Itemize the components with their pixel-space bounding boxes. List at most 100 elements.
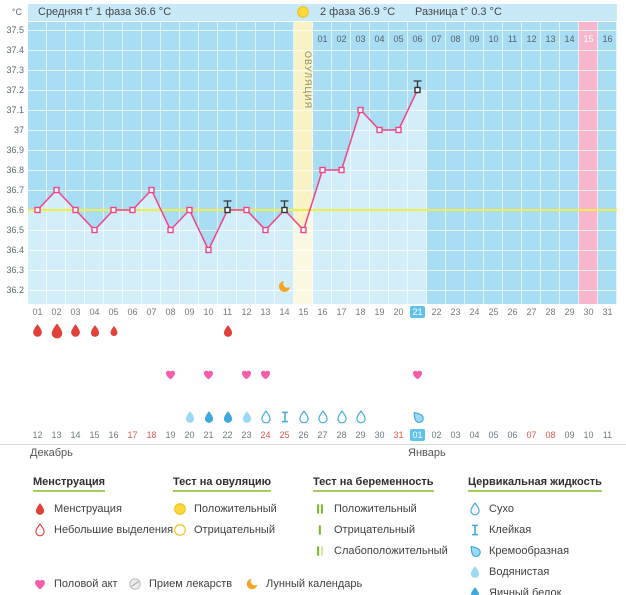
cycle-day-label[interactable]: 16	[317, 307, 328, 317]
cycle-day-label[interactable]: 03	[70, 307, 81, 317]
post-ovulation-day-label: 12	[526, 34, 537, 44]
calendar-date[interactable]: 18	[146, 430, 157, 440]
chart-day-column[interactable]	[484, 22, 503, 304]
cycle-day-label[interactable]: 12	[241, 307, 252, 317]
y-tick-label: 36.5	[6, 225, 24, 235]
chart-day-column[interactable]	[47, 22, 66, 304]
chart-day-column[interactable]	[503, 22, 522, 304]
chart-day-column[interactable]	[446, 22, 465, 304]
cycle-day-label[interactable]: 04	[89, 307, 100, 317]
chart-day-column[interactable]	[579, 22, 598, 304]
chart-day-column[interactable]	[237, 22, 256, 304]
calendar-date[interactable]: 31	[393, 430, 404, 440]
cycle-day-label[interactable]: 02	[51, 307, 62, 317]
cycle-day-label[interactable]: 11	[222, 307, 233, 317]
ovulation-test-positive-icon	[174, 502, 186, 515]
chart-day-column[interactable]	[275, 22, 294, 304]
cycle-day-label[interactable]: 19	[374, 307, 385, 317]
chart-day-column[interactable]	[465, 22, 484, 304]
calendar-date[interactable]: 06	[507, 430, 518, 440]
chart-day-column[interactable]	[161, 22, 180, 304]
moon-icon	[278, 280, 291, 292]
chart-day-column[interactable]	[218, 22, 237, 304]
legend-item: Отрицательный	[313, 519, 448, 540]
chart-day-column[interactable]	[66, 22, 85, 304]
calendar-date[interactable]: 30	[374, 430, 385, 440]
cycle-day-label[interactable]: 09	[184, 307, 195, 317]
calendar-date[interactable]: 23	[241, 430, 252, 440]
calendar-date[interactable]: 04	[469, 430, 480, 440]
chart-day-column[interactable]	[180, 22, 199, 304]
calendar-date[interactable]: 22	[222, 430, 233, 440]
cycle-day-label[interactable]: 15	[298, 307, 309, 317]
cycle-day-label[interactable]: 28	[545, 307, 556, 317]
calendar-date[interactable]: 08	[545, 430, 556, 440]
calendar-date[interactable]: 02	[431, 430, 442, 440]
calendar-date[interactable]: 01	[408, 429, 427, 442]
chart-day-column[interactable]	[598, 22, 617, 304]
calendar-date[interactable]: 14	[70, 430, 81, 440]
calendar-date[interactable]: 07	[526, 430, 537, 440]
chart-day-column[interactable]	[256, 22, 275, 304]
cycle-day-label[interactable]: 10	[203, 307, 214, 317]
calendar-date[interactable]: 03	[450, 430, 461, 440]
calendar-date[interactable]: 24	[260, 430, 271, 440]
cycle-day-label[interactable]: 24	[469, 307, 480, 317]
calendar-date[interactable]: 11	[602, 430, 613, 440]
cycle-day-label[interactable]: 18	[355, 307, 366, 317]
cycle-day-label[interactable]: 06	[127, 307, 138, 317]
chart-day-column[interactable]	[142, 22, 161, 304]
legend-item-label: Прием лекарств	[149, 578, 233, 590]
chart-day-column[interactable]	[560, 22, 579, 304]
cycle-day-label[interactable]: 17	[336, 307, 347, 317]
chart-day-column[interactable]	[199, 22, 218, 304]
cycle-day-label[interactable]: 29	[564, 307, 575, 317]
calendar-date[interactable]: 16	[108, 430, 119, 440]
cycle-day-label[interactable]: 21	[408, 306, 427, 319]
chart-day-column[interactable]	[313, 22, 332, 304]
cycle-day-label[interactable]: 07	[146, 307, 157, 317]
gridline	[28, 90, 617, 91]
chart-day-column[interactable]	[28, 22, 47, 304]
cycle-day-label[interactable]: 30	[583, 307, 594, 317]
calendar-date[interactable]: 20	[184, 430, 195, 440]
chart-day-column[interactable]	[541, 22, 560, 304]
cycle-day-label[interactable]: 05	[108, 307, 119, 317]
calendar-date[interactable]: 13	[51, 430, 62, 440]
y-tick-label: 37.3	[6, 65, 24, 75]
chart-day-column[interactable]	[104, 22, 123, 304]
cycle-day-label[interactable]: 01	[32, 307, 43, 317]
cycle-day-label[interactable]: 31	[602, 307, 613, 317]
cycle-day-label[interactable]: 20	[393, 307, 404, 317]
calendar-date[interactable]: 27	[317, 430, 328, 440]
chart-day-column[interactable]	[522, 22, 541, 304]
calendar-date[interactable]: 12	[32, 430, 43, 440]
calendar-date[interactable]: 09	[564, 430, 575, 440]
cycle-day-label[interactable]: 27	[526, 307, 537, 317]
calendar-date[interactable]: 26	[298, 430, 309, 440]
calendar-date[interactable]: 15	[89, 430, 100, 440]
cycle-day-label[interactable]: 25	[488, 307, 499, 317]
temp-point	[72, 206, 79, 214]
calendar-date[interactable]: 05	[488, 430, 499, 440]
calendar-date[interactable]: 21	[203, 430, 214, 440]
post-ovulation-day-label: 04	[374, 34, 385, 44]
cycle-day-label[interactable]: 22	[431, 307, 442, 317]
calendar-date[interactable]: 19	[165, 430, 176, 440]
calendar-date[interactable]: 25	[279, 430, 290, 440]
cycle-day-label[interactable]: 13	[260, 307, 271, 317]
y-tick-label: 36.8	[6, 165, 24, 175]
cycle-day-label[interactable]: 23	[450, 307, 461, 317]
cycle-day-label[interactable]: 26	[507, 307, 518, 317]
calendar-date[interactable]: 17	[127, 430, 138, 440]
chart-day-column[interactable]	[123, 22, 142, 304]
cycle-day-label[interactable]: 08	[165, 307, 176, 317]
cervical-fluid-row	[28, 407, 617, 426]
cycle-day-label[interactable]: 14	[279, 307, 290, 317]
temp-point	[167, 226, 174, 234]
chart-day-column[interactable]	[427, 22, 446, 304]
calendar-date[interactable]: 29	[355, 430, 366, 440]
calendar-date[interactable]: 28	[336, 430, 347, 440]
calendar-date[interactable]: 10	[583, 430, 594, 440]
chart-day-column[interactable]	[85, 22, 104, 304]
